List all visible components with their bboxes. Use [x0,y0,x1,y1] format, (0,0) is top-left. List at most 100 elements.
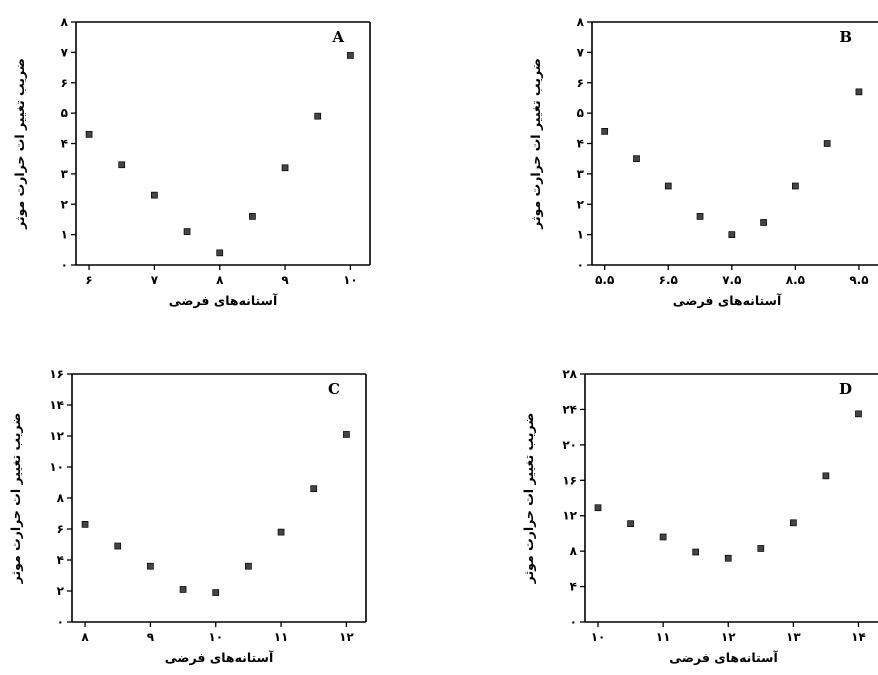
panel-letter: B [839,28,852,46]
data-point [151,191,158,199]
x-tick-label: ۱۲ [721,630,736,644]
data-point [281,164,289,172]
y-tick-label: ۴ [61,137,68,151]
x-tick-label: ۸ [216,273,224,287]
data-point [249,213,256,220]
data-point [855,410,862,418]
data-point [245,562,252,570]
y-tick-label: ۷ [577,45,585,59]
x-tick-label: ۱۳ [786,630,801,644]
x-tick-label: ۸.۵ [786,273,805,287]
y-tick-label: ۳ [577,167,585,181]
y-tick-label: ۱۶ [49,367,64,381]
data-point [659,533,667,541]
x-tick-label: ۹ [281,273,289,287]
x-axis-label: آستانه‌های فرضی [165,650,274,665]
y-tick-label: ۸ [577,15,585,29]
y-tick-label: ۱ [577,228,584,242]
y-tick-label: ۱۴ [49,398,64,412]
data-point [633,155,640,163]
x-tick-label: ۱۱ [274,630,289,644]
x-axis-label: آستانه‌های فرضی [673,293,782,308]
data-point [664,182,672,190]
y-tick-label: ۴ [570,580,577,594]
data-point [728,231,736,238]
y-tick-label: ۲ [577,197,585,211]
x-tick-label: ۱۰ [591,630,606,644]
x-tick-label: ۱۱ [656,630,671,644]
data-point [179,586,187,593]
data-point [216,249,224,257]
data-point [823,140,831,147]
data-point [310,485,318,493]
data-point [347,52,354,59]
data-point [790,519,797,527]
x-tick-label: ۶.۵ [659,273,678,287]
data-point [277,528,285,536]
x-tick-label: ۱۰ [343,273,358,287]
y-tick-label: ۰ [570,615,577,629]
y-axis-label: ضریب تغییر ات حرارت موثر [521,413,536,585]
scatter-panel-a: ۰ ۱ ۲ ۳ ۴ ۵ ۶ ۷ ۸ ۶ ۷ ۸ ۹ ۱۰ آستانه‌های فرضی ضریب تغییر… [12,15,371,308]
y-tick-label: ۴ [57,553,64,567]
y-tick-label: ۸ [570,544,578,558]
x-axis-label: آستانه‌های فرضی [669,650,778,665]
data-point [855,88,863,96]
data-point [757,545,765,552]
y-tick-label: ۰ [577,258,584,272]
data-point [183,228,191,235]
y-tick-label: ۱۰ [49,460,64,474]
y-axis-label: ضریب تغییر ات حرارت موثر [8,413,23,585]
panel-letter: A [331,28,344,46]
data-point [114,542,122,550]
y-tick-label: ۲۸ [562,367,577,381]
y-tick-label: ۱۲ [49,429,64,443]
y-tick-label: ۲۴ [562,402,577,416]
y-tick-label: ۲ [61,197,69,211]
data-point [601,128,609,135]
data-point [314,112,322,120]
y-axis-label: ضریب تغییر ات حرارت موثر [12,58,27,230]
y-tick-label: ۳ [61,167,69,181]
y-tick-label: ۱۶ [562,473,577,487]
x-axis-label: آستانه‌های فرضی [169,293,278,308]
data-point [81,520,89,528]
y-tick-label: ۸ [61,15,69,29]
x-tick-label: ۹.۵ [849,273,868,287]
y-tick-label: ۷ [61,45,69,59]
x-tick-label: ۵.۵ [595,273,614,287]
data-point [692,548,700,556]
x-tick-label: ۸ [81,630,89,644]
y-tick-label: ۶ [57,522,64,536]
y-axis-label: ضریب تغییر ات حرارت موثر [528,58,543,230]
scatter-panel-d: ۰ ۴ ۸ ۱۲ ۱۶ ۲۰ ۲۴ ۲۸ ۱۰ ۱۱ ۱۲ ۱۳ ۱۴ آستانه‌های فرضی ضر… [521,367,878,665]
data-point [724,554,732,562]
y-tick-label: ۴ [577,137,584,151]
y-tick-label: ۵ [61,106,68,120]
y-tick-label: ۰ [61,258,68,272]
y-tick-label: ۱۲ [562,509,577,523]
y-tick-label: ۶ [61,76,68,90]
x-tick-label: ۱۰ [208,630,223,644]
x-tick-label: ۹ [147,630,155,644]
data-point [792,182,799,190]
y-tick-label: ۵ [577,106,584,120]
data-point [118,161,126,169]
data-point [760,219,767,226]
y-tick-label: ۲۰ [562,438,577,452]
data-point [594,504,602,512]
x-tick-label: ۷ [151,273,159,287]
scatter-panel-b: ۰ ۱ ۲ ۳ ۴ ۵ ۶ ۷ ۸ ۵.۵ ۶.۵ ۷.۵ ۸.۵ ۹.۵ آستانه‌های فرضی ض… [528,15,878,308]
data-point [147,562,154,570]
data-point [696,213,704,220]
panel-letter: C [328,380,340,398]
data-point [822,472,830,480]
y-tick-label: ۶ [577,76,584,90]
data-point [343,431,350,438]
x-tick-label: ۷.۵ [722,273,741,287]
data-point [627,520,634,528]
x-tick-label: ۱۴ [851,630,866,644]
y-tick-label: ۲ [57,584,65,598]
panel-letter: D [839,380,852,398]
